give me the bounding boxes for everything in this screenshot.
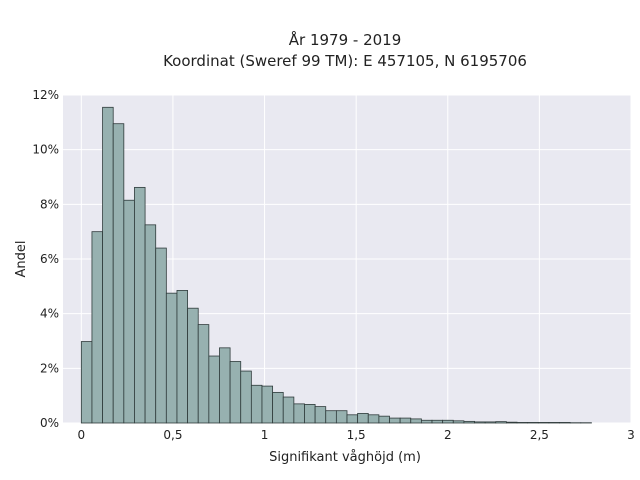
x-tick-label: 3: [627, 428, 635, 442]
histogram-bar: [346, 414, 359, 424]
histogram-bar: [208, 355, 220, 424]
histogram-bar: [155, 247, 167, 424]
y-axis-label: Andel: [14, 241, 29, 278]
histogram-bar: [261, 385, 274, 424]
x-tick-label: 0,5: [163, 428, 182, 442]
chart-subtitle: Koordinat (Sweref 99 TM): E 457105, N 61…: [163, 52, 527, 70]
histogram-bar: [219, 347, 231, 424]
histogram-bar: [548, 422, 560, 424]
histogram-bar: [474, 421, 486, 424]
histogram-bar: [176, 290, 188, 424]
histogram-bar: [506, 421, 518, 424]
histogram-bar: [420, 419, 433, 424]
histogram-bar: [282, 396, 295, 424]
histogram-bar: [399, 417, 412, 424]
histogram-bar: [442, 419, 454, 424]
histogram-bar: [314, 406, 327, 424]
histogram-bar: [80, 341, 93, 424]
histogram-bar: [378, 415, 390, 424]
histogram-bar: [537, 422, 550, 424]
histogram-bar: [229, 361, 242, 424]
x-tick-label: 2,5: [530, 428, 549, 442]
y-tick-label: 12%: [32, 88, 59, 102]
histogram-bar: [197, 324, 210, 424]
histogram-bar: [293, 403, 305, 424]
histogram-bar: [134, 186, 146, 424]
y-tick-label: 0%: [40, 416, 59, 430]
histogram-bar: [495, 421, 507, 424]
y-tick-label: 4%: [40, 307, 59, 321]
y-tick-label: 6%: [40, 252, 59, 266]
histogram-bar: [516, 422, 529, 424]
histogram-bar: [367, 414, 380, 424]
x-tick-label: 1,5: [347, 428, 366, 442]
histogram-bar: [452, 420, 465, 424]
histogram-bar: [335, 410, 348, 424]
x-tick-label: 1: [261, 428, 269, 442]
x-tick-label: 2: [444, 428, 452, 442]
histogram-bar: [484, 421, 497, 424]
histogram-bar: [304, 404, 316, 424]
histogram-bar: [187, 307, 199, 424]
histogram-bar: [144, 224, 157, 424]
bars: [80, 106, 592, 424]
histogram-bar: [559, 422, 571, 424]
histogram-bar: [91, 231, 103, 424]
y-tick-label: 2%: [40, 361, 59, 375]
x-axis-ticks: 0 0,5 1 1,5 2 2,5 3: [78, 428, 635, 442]
chart-title: År 1979 - 2019: [289, 30, 402, 49]
x-axis-label: Signifikant våghöjd (m): [269, 450, 421, 465]
histogram-bar: [410, 418, 422, 424]
histogram-bar: [112, 123, 125, 424]
histogram-bar: [250, 384, 263, 424]
histogram-bar: [325, 410, 337, 424]
histogram-bar: [527, 422, 539, 424]
y-tick-label: 10%: [32, 143, 59, 157]
y-axis-ticks: 0% 2% 4% 6% 8% 10% 12%: [32, 88, 59, 430]
histogram-bar: [240, 370, 252, 424]
histogram-bar: [357, 413, 369, 424]
histogram-bar: [463, 420, 475, 424]
histogram-bar: [123, 199, 135, 424]
histogram-bar: [272, 391, 284, 424]
histogram-bar: [389, 417, 401, 424]
x-tick-label: 0: [78, 428, 86, 442]
y-tick-label: 8%: [40, 197, 59, 211]
histogram-bar: [431, 419, 444, 424]
histogram-bar: [102, 106, 114, 424]
histogram-bar: [165, 292, 178, 424]
